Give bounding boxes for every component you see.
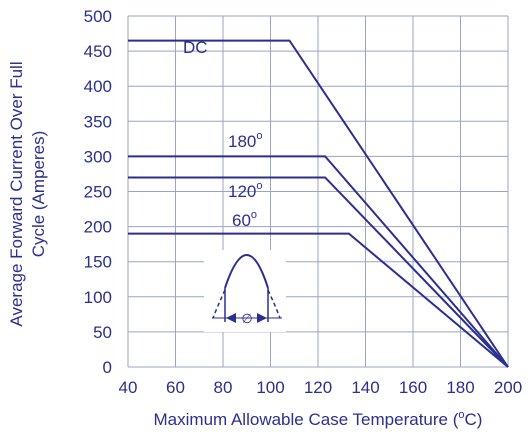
y-tick-label: 350 xyxy=(84,112,112,131)
arrow-left-icon xyxy=(226,313,236,323)
y-tick-label: 250 xyxy=(84,183,112,202)
series-line-120 xyxy=(128,176,509,368)
x-tick-label: 140 xyxy=(351,378,379,397)
grid-layer xyxy=(127,15,509,368)
arrow-right-icon xyxy=(257,313,267,323)
y-tick-label: 150 xyxy=(84,253,112,272)
y-tick-label: 400 xyxy=(84,77,112,96)
series-label-dc: DC xyxy=(183,38,208,57)
axis-titles: Maximum Allowable Case Temperature (oC) A… xyxy=(7,61,482,429)
waveform-dashed-left xyxy=(212,289,226,319)
x-axis-title: Maximum Allowable Case Temperature (oC) xyxy=(154,409,483,429)
waveform-dashed-right xyxy=(267,289,281,319)
y-tick-label: 50 xyxy=(93,323,112,342)
x-tick-label: 120 xyxy=(304,378,332,397)
y-tick-label: 200 xyxy=(84,218,112,237)
series-label-180: 180o xyxy=(228,130,263,151)
y-tick-label: 0 xyxy=(103,358,112,377)
x-tick-label: 160 xyxy=(399,378,427,397)
y-tick-label: 300 xyxy=(84,147,112,166)
half-sine-curve xyxy=(224,254,269,289)
x-tick-label: 180 xyxy=(446,378,474,397)
y-axis-title: Average Forward Current Over Full Cycle (… xyxy=(7,61,48,326)
tick-labels: 40 60 80 100 120 140 160 180 200 0 50 100 150 200 250 3… xyxy=(84,7,523,397)
x-tick-label: 80 xyxy=(214,378,233,397)
x-tick-label: 200 xyxy=(494,378,522,397)
series-labels: DC 180o 120o 60o xyxy=(183,38,263,230)
series-line-60 xyxy=(128,232,509,368)
x-tick-label: 100 xyxy=(256,378,284,397)
series-layer xyxy=(128,39,509,368)
y-tick-label: 450 xyxy=(84,42,112,61)
conduction-angle-symbol: ∅ xyxy=(241,312,252,327)
x-tick-label: 60 xyxy=(166,378,185,397)
y-tick-label: 100 xyxy=(84,288,112,307)
waveform-inset: ∅ xyxy=(204,250,286,332)
series-line-dc xyxy=(128,39,509,368)
series-label-60: 60o xyxy=(232,209,257,230)
y-tick-label: 500 xyxy=(84,7,112,26)
x-tick-label: 40 xyxy=(119,378,138,397)
series-label-120: 120o xyxy=(228,180,263,201)
series-line-180 xyxy=(128,155,509,368)
